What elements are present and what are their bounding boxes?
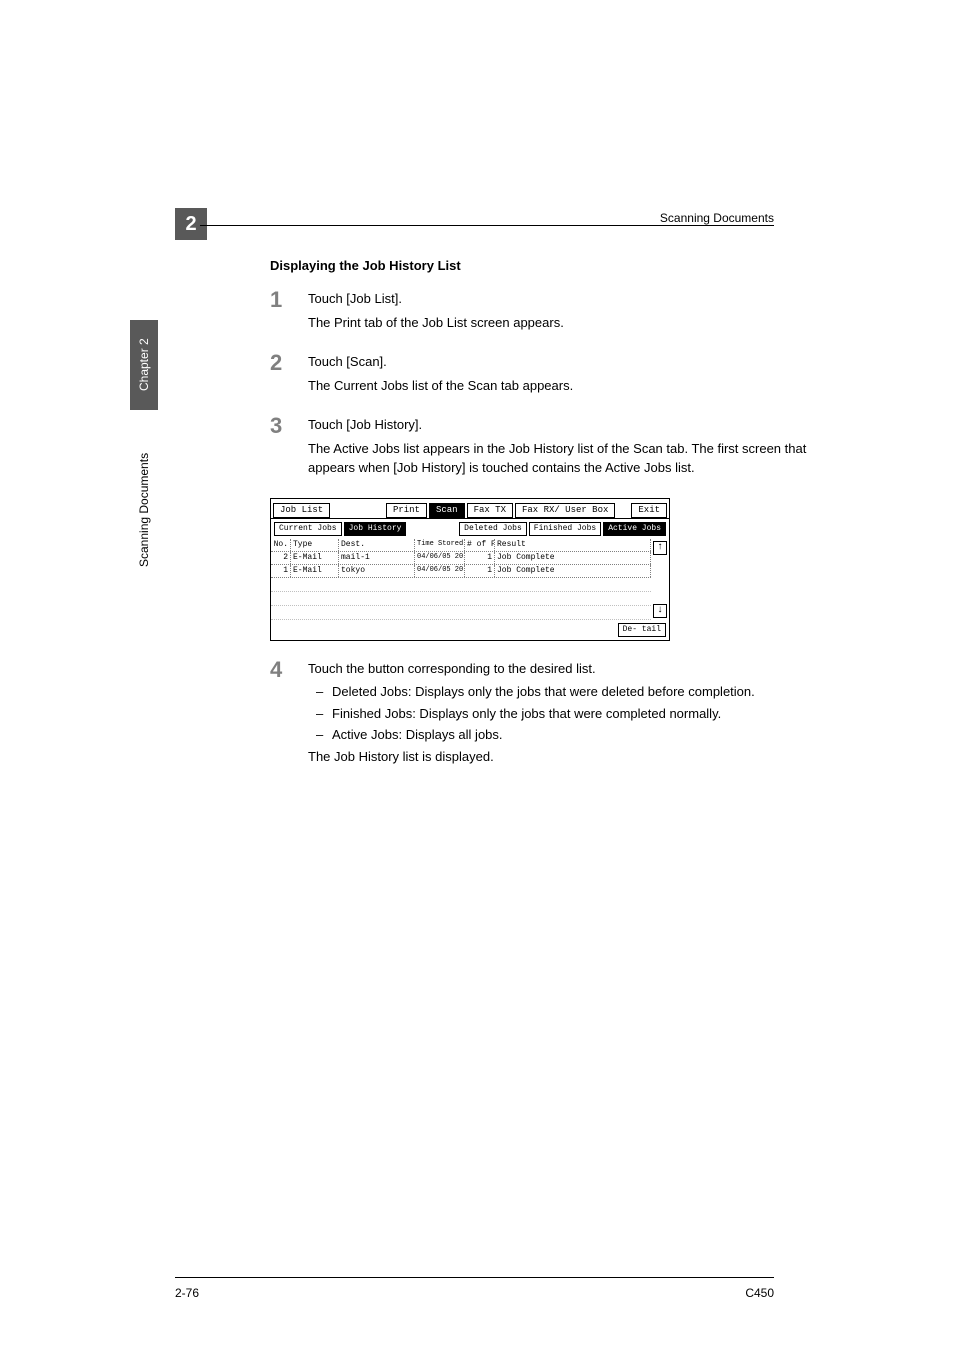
side-tab: Chapter 2 Scanning Documents <box>130 320 158 580</box>
col-type: Type <box>291 539 339 551</box>
lcd-top-tabs: Job List Print Scan Fax TX Fax RX/ User … <box>271 499 669 519</box>
scroll-up-button[interactable]: ↑ <box>653 541 667 555</box>
lcd-screenshot: Job List Print Scan Fax TX Fax RX/ User … <box>270 498 670 641</box>
step-number: 4 <box>270 659 308 771</box>
lcd-scroll: ↑ ↓ <box>651 539 669 620</box>
cell-type: E-Mail <box>291 565 339 577</box>
col-time: Time Stored <box>415 539 465 551</box>
step-body: Touch [Job History]. The Active Jobs lis… <box>308 415 810 482</box>
running-head: Scanning Documents <box>660 211 774 225</box>
cell-result: Job Complete <box>495 552 651 564</box>
step: 4 Touch the button corresponding to the … <box>270 659 810 771</box>
scroll-down-button[interactable]: ↓ <box>653 604 667 618</box>
filter-job-history[interactable]: Job History <box>344 522 407 536</box>
step-text: Touch [Job History]. <box>308 415 810 435</box>
chapter-number: 2 <box>185 213 196 236</box>
filter-current-jobs[interactable]: Current Jobs <box>274 522 342 536</box>
step-text: The Active Jobs list appears in the Job … <box>308 439 810 478</box>
cell-time: 04/06/05 20:03 <box>415 552 465 564</box>
col-result: Result <box>495 539 651 551</box>
filter-deleted-jobs[interactable]: Deleted Jobs <box>459 522 527 536</box>
tab-exit[interactable]: Exit <box>631 503 667 518</box>
empty-row <box>271 578 651 592</box>
sub-list: – Deleted Jobs: Displays only the jobs t… <box>308 682 810 745</box>
lcd-table-head: No. Type Dest. Time Stored # of Pgs. Res… <box>271 539 651 552</box>
side-section-label: Scanning Documents <box>130 420 158 600</box>
top-rule <box>200 225 774 226</box>
empty-row <box>271 592 651 606</box>
step-number: 2 <box>270 352 308 399</box>
section-title: Displaying the Job History List <box>270 258 810 273</box>
sub-text: Active Jobs: Displays all jobs. <box>332 725 810 745</box>
arrow-down-icon: ↓ <box>657 606 663 616</box>
tab-print[interactable]: Print <box>386 503 427 518</box>
side-chapter-label: Chapter 2 <box>130 320 158 410</box>
step-number: 1 <box>270 289 308 336</box>
cell-time: 04/06/05 20:02 <box>415 565 465 577</box>
step-text: The Print tab of the Job List screen app… <box>308 313 810 333</box>
filter-active-jobs[interactable]: Active Jobs <box>603 522 666 536</box>
footer-model: C450 <box>745 1286 774 1300</box>
empty-row <box>271 606 651 620</box>
cell-type: E-Mail <box>291 552 339 564</box>
list-item: – Active Jobs: Displays all jobs. <box>308 725 810 745</box>
list-item: – Deleted Jobs: Displays only the jobs t… <box>308 682 810 702</box>
cell-no: 2 <box>271 552 291 564</box>
dash-icon: – <box>308 704 332 724</box>
tab-scan[interactable]: Scan <box>429 503 465 518</box>
step-body: Touch [Scan]. The Current Jobs list of t… <box>308 352 810 399</box>
step: 1 Touch [Job List]. The Print tab of the… <box>270 289 810 336</box>
cell-pgs: 1 <box>465 565 495 577</box>
cell-no: 1 <box>271 565 291 577</box>
step-text: Touch [Job List]. <box>308 289 810 309</box>
sub-text: Deleted Jobs: Displays only the jobs tha… <box>332 682 810 702</box>
sub-text: Finished Jobs: Displays only the jobs th… <box>332 704 810 724</box>
dash-icon: – <box>308 725 332 745</box>
lcd-table: No. Type Dest. Time Stored # of Pgs. Res… <box>271 539 651 620</box>
cell-dest: mail-1 <box>339 552 415 564</box>
table-row[interactable]: 1 E-Mail tokyo 04/06/05 20:02 1 Job Comp… <box>271 565 651 578</box>
cell-dest: tokyo <box>339 565 415 577</box>
step-text: The Job History list is displayed. <box>308 747 810 767</box>
filter-spacer <box>408 522 457 536</box>
col-pgs: # of Pgs. <box>465 539 495 551</box>
tab-fax-rx[interactable]: Fax RX/ User Box <box>515 503 615 518</box>
step-body: Touch [Job List]. The Print tab of the J… <box>308 289 810 336</box>
arrow-up-icon: ↑ <box>657 543 663 553</box>
detail-button[interactable]: De- tail <box>618 623 666 637</box>
step-text: Touch the button corresponding to the de… <box>308 659 810 679</box>
list-item: – Finished Jobs: Displays only the jobs … <box>308 704 810 724</box>
table-row[interactable]: 2 E-Mail mail-1 04/06/05 20:03 1 Job Com… <box>271 552 651 565</box>
cell-pgs: 1 <box>465 552 495 564</box>
cell-result: Job Complete <box>495 565 651 577</box>
lcd-bottom: De- tail <box>271 620 669 640</box>
step-body: Touch the button corresponding to the de… <box>308 659 810 771</box>
step-text: Touch [Scan]. <box>308 352 810 372</box>
step-number: 3 <box>270 415 308 482</box>
filter-finished-jobs[interactable]: Finished Jobs <box>529 522 601 536</box>
bottom-rule <box>175 1277 774 1278</box>
step: 3 Touch [Job History]. The Active Jobs l… <box>270 415 810 482</box>
tab-fax-tx[interactable]: Fax TX <box>467 503 513 518</box>
footer-page-number: 2-76 <box>175 1286 199 1300</box>
lcd-filter-row: Current Jobs Job History Deleted Jobs Fi… <box>271 519 669 539</box>
step-text: The Current Jobs list of the Scan tab ap… <box>308 376 810 396</box>
chapter-number-box: 2 <box>175 208 207 240</box>
lcd-body: No. Type Dest. Time Stored # of Pgs. Res… <box>271 539 669 620</box>
tab-job-list[interactable]: Job List <box>273 503 330 518</box>
col-dest: Dest. <box>339 539 415 551</box>
content-area: Displaying the Job History List 1 Touch … <box>270 258 810 786</box>
col-no: No. <box>271 539 291 551</box>
dash-icon: – <box>308 682 332 702</box>
step: 2 Touch [Scan]. The Current Jobs list of… <box>270 352 810 399</box>
